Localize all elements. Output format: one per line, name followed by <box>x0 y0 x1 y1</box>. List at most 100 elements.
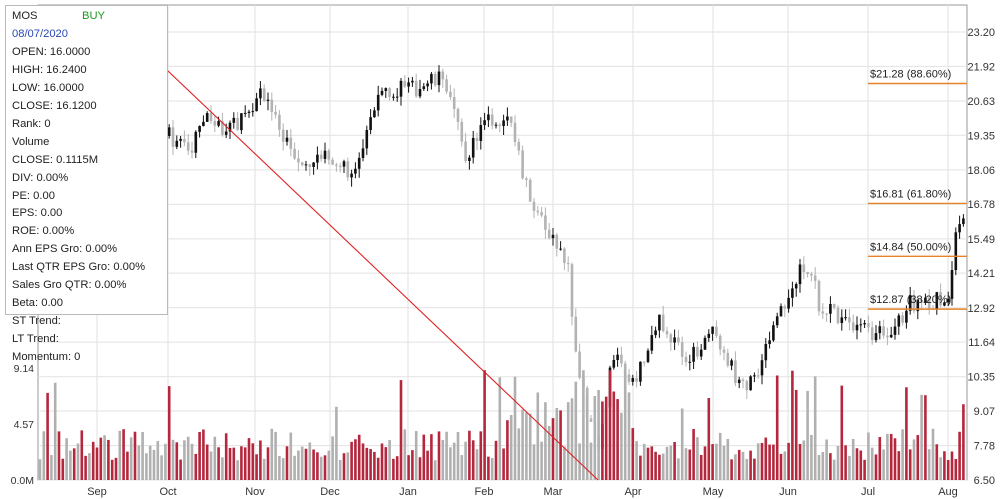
volume-bar <box>114 457 118 480</box>
candle-body <box>202 121 205 126</box>
volume-bar <box>430 434 433 480</box>
candle-body <box>669 334 673 343</box>
candle-body <box>308 164 312 167</box>
candle-body <box>760 360 764 376</box>
volume-bar <box>441 439 445 480</box>
volume-bar <box>749 450 752 480</box>
price-tick-label: 20.63 <box>967 96 995 108</box>
volume-bar <box>855 448 859 480</box>
candle-body <box>711 326 714 334</box>
info-row: Last QTR EPS Gro: 0.00% <box>12 261 146 274</box>
candle-body <box>821 311 825 314</box>
volume-bar <box>384 447 388 480</box>
volume-bar <box>281 458 285 480</box>
candle-body <box>536 210 540 213</box>
volume-bar <box>422 434 426 480</box>
info-row: DIV: 0.00% <box>12 171 69 184</box>
info-row: CLOSE: 16.1200 <box>12 99 97 112</box>
volume-bar <box>407 455 410 480</box>
candle-body <box>205 113 209 122</box>
volume-bar <box>574 381 578 480</box>
volume-bar <box>654 451 657 480</box>
candle-body <box>471 137 475 158</box>
info-row: ROE: 0.00% <box>12 225 75 238</box>
volume-bar <box>943 451 946 480</box>
candle-body <box>316 154 319 163</box>
candle-body <box>646 350 650 362</box>
volume-bar <box>361 443 365 480</box>
candle-body <box>521 150 524 179</box>
candle-body <box>186 142 190 151</box>
volume-bar <box>338 459 342 480</box>
candle-body <box>813 275 817 281</box>
volume-bar <box>133 431 137 480</box>
candle-body <box>312 162 315 167</box>
candle-body <box>224 131 228 135</box>
candle-body <box>528 179 532 202</box>
price-tick-label: 9.07 <box>974 406 995 418</box>
volume-bar <box>760 442 764 480</box>
volume-bar <box>506 420 509 480</box>
volume-bar <box>563 446 566 480</box>
volume-bar <box>346 452 350 480</box>
volume-bar <box>578 443 581 480</box>
volume-bar <box>661 453 665 480</box>
volume-bar <box>859 450 863 480</box>
volume-bar <box>536 392 540 480</box>
volume-bar <box>232 447 236 480</box>
volume-bar <box>650 446 654 480</box>
volume-bar <box>129 437 133 480</box>
volume-bar <box>198 431 201 480</box>
volume-bar <box>354 439 357 480</box>
candle-body <box>677 337 680 343</box>
candle-body <box>806 272 809 274</box>
candle-body <box>232 117 236 123</box>
signal-badge: BUY <box>82 10 106 22</box>
volume-bar <box>673 441 676 480</box>
volume-bar <box>300 446 304 480</box>
candle-body <box>851 322 855 331</box>
volume-bar <box>665 446 669 480</box>
candle-body <box>395 96 399 98</box>
month-tick-label: Aug <box>938 486 958 498</box>
candle-body <box>794 284 798 289</box>
candle-body <box>730 360 733 366</box>
candle-body <box>213 121 217 126</box>
candle-body <box>304 164 308 166</box>
candle-body <box>927 297 931 309</box>
candle-body <box>483 120 486 126</box>
volume-bar <box>460 455 464 480</box>
volume-bar <box>680 408 684 480</box>
info-row: Volume <box>12 135 50 148</box>
volume-bar <box>931 428 935 480</box>
volume-tick-label: 4.57 <box>14 419 35 431</box>
candle-body <box>623 363 627 375</box>
candle-body <box>665 331 669 335</box>
candle-body <box>559 248 562 250</box>
candle-body <box>540 212 543 216</box>
candle-body <box>445 79 448 92</box>
candle-body <box>867 323 870 328</box>
candle-body <box>962 218 965 225</box>
volume-bar <box>270 428 274 480</box>
volume-bar <box>623 370 627 480</box>
volume-bar <box>521 409 524 480</box>
candle-body <box>958 224 961 233</box>
candle-body <box>179 138 182 141</box>
volume-bar <box>547 425 551 480</box>
volume-bar <box>297 450 300 480</box>
volume-bar <box>589 442 593 480</box>
volume-bar <box>772 444 775 480</box>
candle-body <box>376 94 380 111</box>
candle-body <box>171 127 175 147</box>
volume-bar <box>468 430 471 480</box>
price-tick-label: 14.21 <box>967 268 995 280</box>
price-tick-label: 7.78 <box>974 441 995 453</box>
volume-bar <box>851 438 855 480</box>
candle-body <box>525 178 528 180</box>
candle-body <box>346 161 350 178</box>
candle-body <box>190 150 194 153</box>
volume-bar <box>802 440 806 480</box>
volume-bar <box>882 449 885 480</box>
volume-bar <box>202 429 205 480</box>
